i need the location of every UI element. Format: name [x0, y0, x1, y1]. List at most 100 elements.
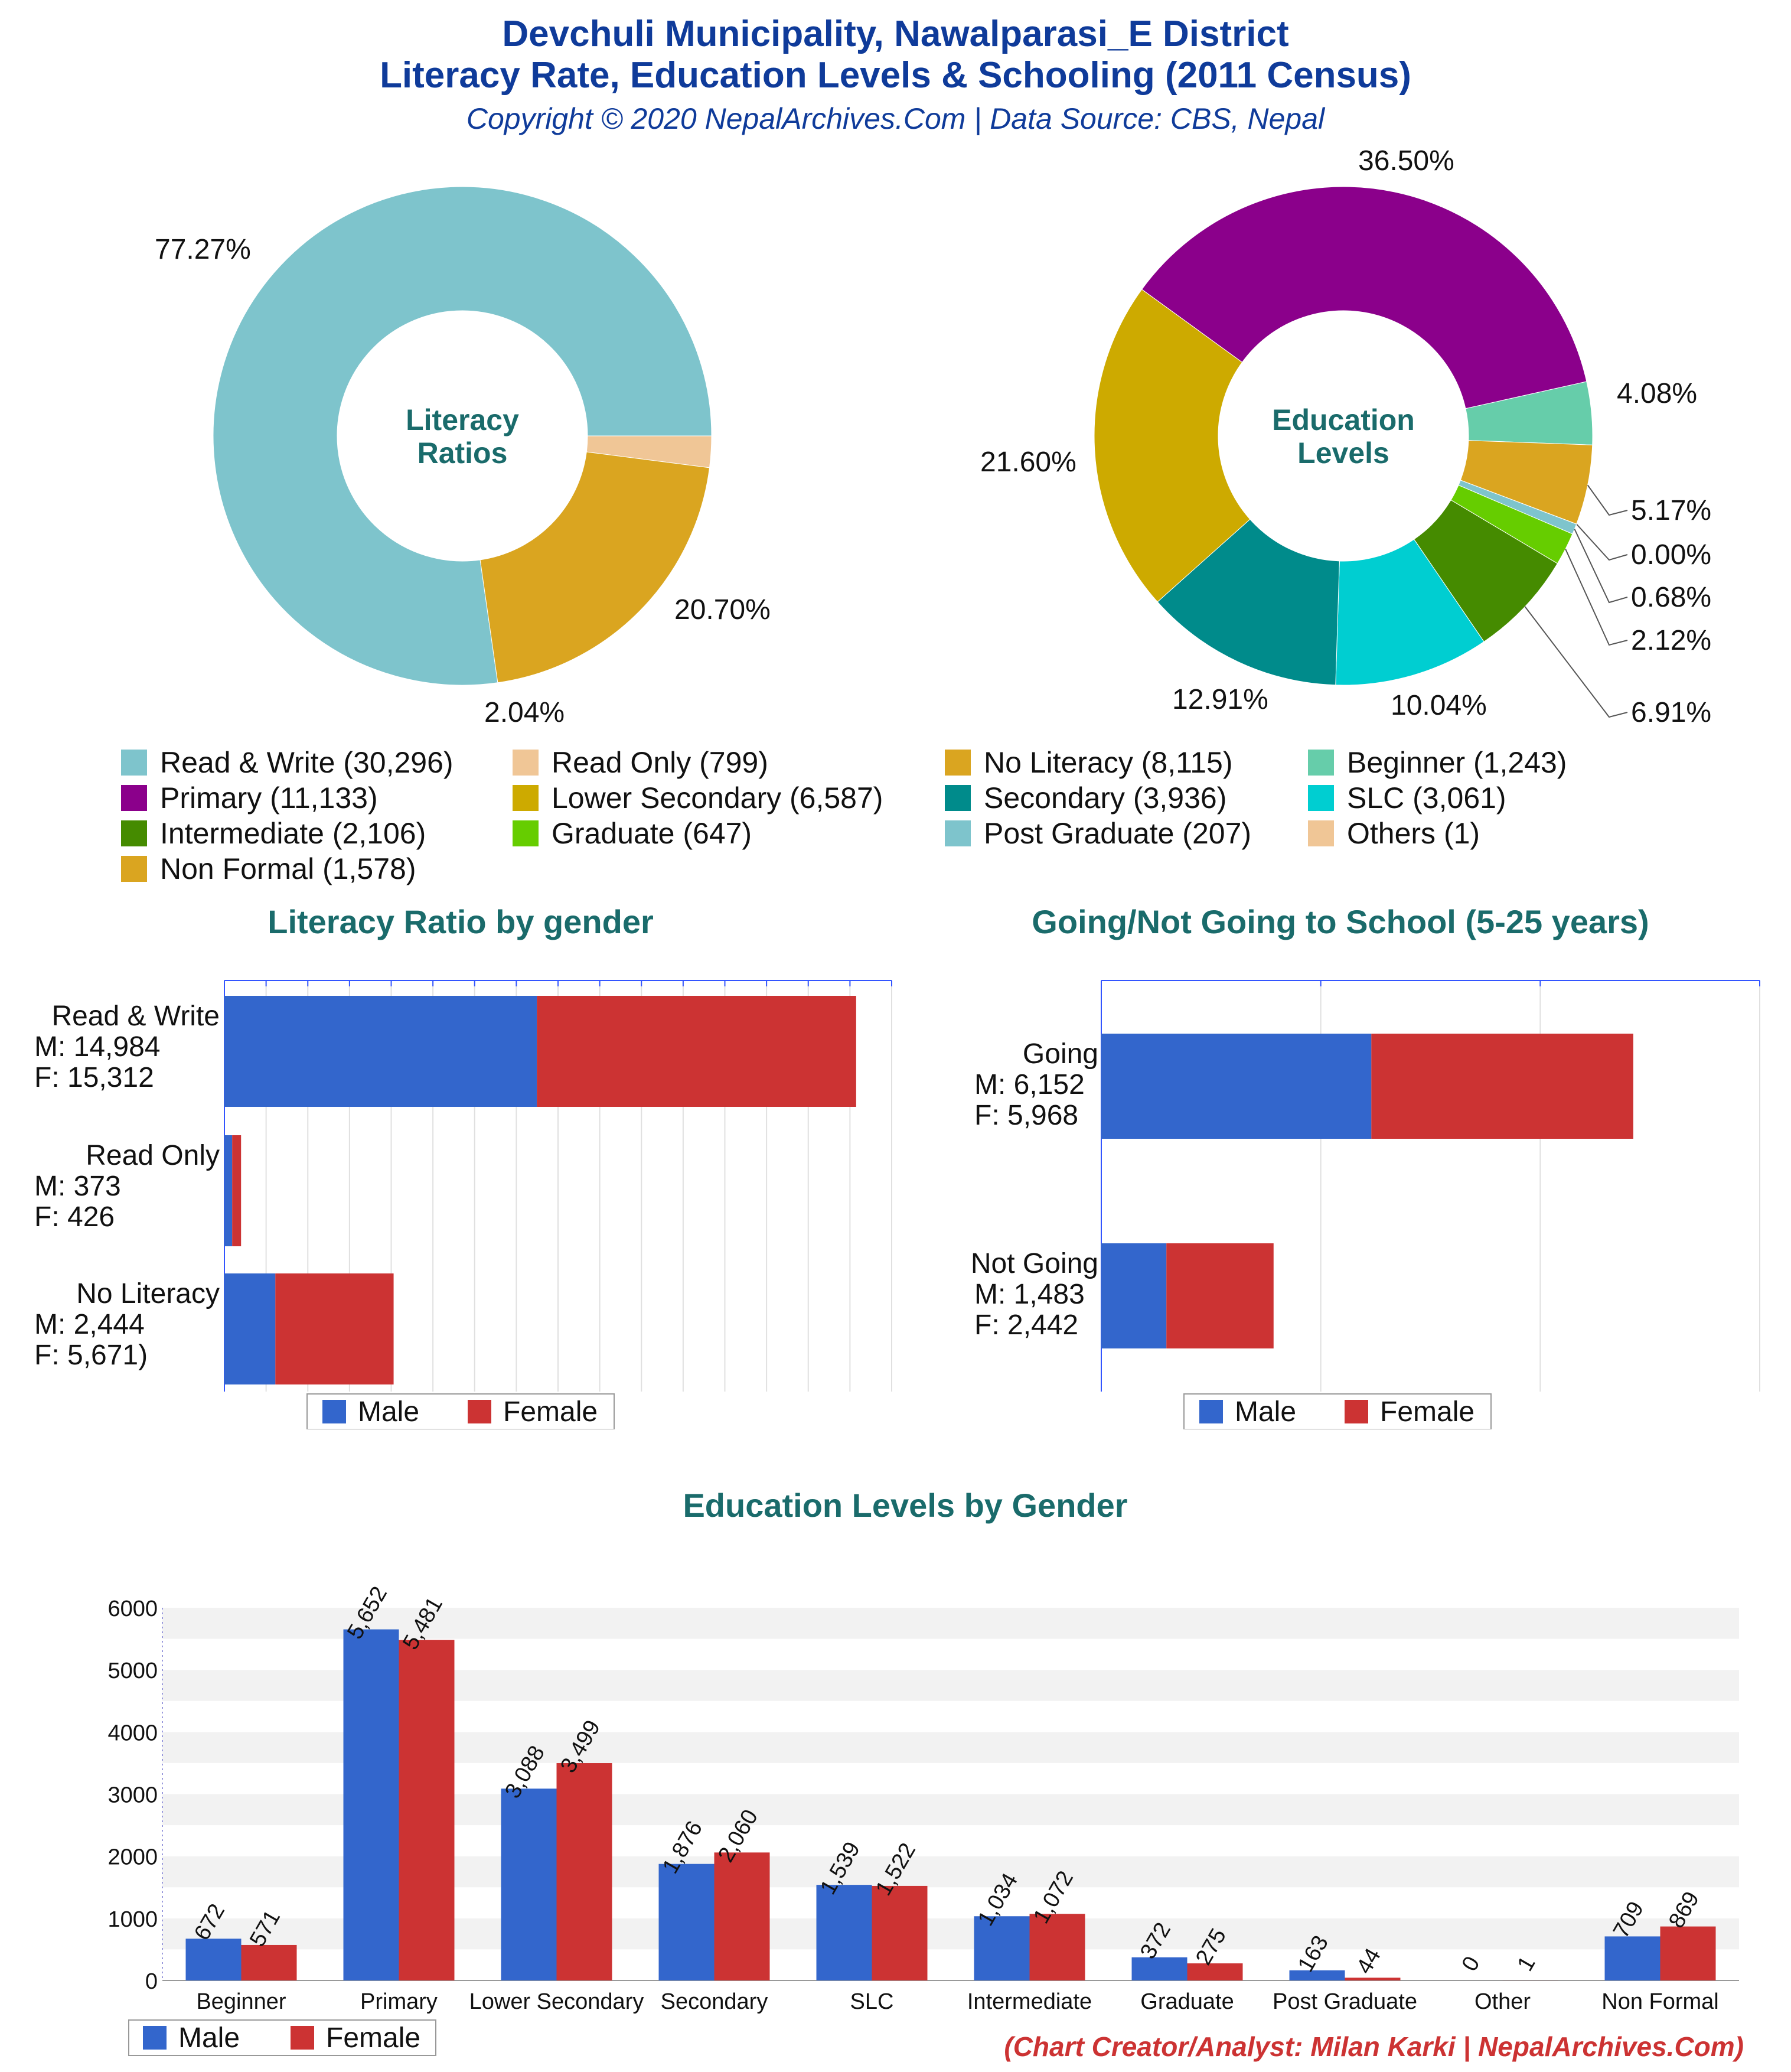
- legend-item-read-write: Read & Write (30,296): [121, 745, 454, 780]
- legend-label: Read & Write (30,296): [160, 746, 454, 779]
- school-bar-male-going: [1101, 1034, 1372, 1139]
- school-legend-female-label: Female: [1380, 1396, 1474, 1428]
- education-gender-bar-male-lower-secondary: [501, 1788, 557, 1980]
- legend-swatch: [1308, 750, 1334, 776]
- education-gender-bar-female-beginner: [241, 1944, 297, 1980]
- education-gender-category-label-non-formal: Non Formal: [1601, 1989, 1719, 2014]
- literacy-gender-category-label-no-literacy-0: No Literacy: [76, 1278, 220, 1309]
- legend-label: Post Graduate (207): [984, 817, 1252, 850]
- legend-item-secondary: Secondary (3,936): [945, 781, 1226, 815]
- education-gender-category-label-post-graduate: Post Graduate: [1273, 1989, 1417, 2014]
- school-category-label-not-going-0: Not Going: [971, 1248, 1098, 1279]
- literacy-gender-title: Literacy Ratio by gender: [267, 903, 654, 940]
- education-gender-bar-male-beginner: [185, 1939, 242, 1980]
- education-gender-y-tick-label: 5000: [107, 1659, 158, 1683]
- education-gender-bar-female-lower-secondary: [556, 1763, 612, 1980]
- education-gender-legend-female-label: Female: [326, 2022, 420, 2054]
- legend-swatch: [121, 785, 147, 811]
- education-gender-bar-male-primary: [343, 1629, 399, 1980]
- education-donut-percent-label-slc: 10.04%: [1391, 690, 1487, 721]
- education-gender-bar-male-graduate: [1131, 1957, 1188, 1980]
- education-donut-percent-label-beginner: 4.08%: [1617, 378, 1697, 409]
- education-gender-category-label-slc: SLC: [850, 1989, 894, 2014]
- legend-item-no-literacy: No Literacy (8,115): [945, 745, 1232, 780]
- education-donut-slice-lower-secondary: [1094, 289, 1251, 602]
- legend-label: Others (1): [1347, 817, 1480, 850]
- education-gender-bar-female-slc: [872, 1885, 928, 1980]
- education-donut-percent-label-secondary: 12.91%: [1172, 684, 1268, 715]
- legend-label: Non Formal (1,578): [160, 852, 416, 885]
- education-gender-category-label-other: Other: [1474, 1989, 1531, 2014]
- legend-label: Beginner (1,243): [1347, 746, 1567, 779]
- school-legend-female-swatch: [1345, 1400, 1368, 1423]
- education-gender-y-tick-label: 4000: [107, 1721, 158, 1745]
- education-gender-bar-male-non-formal: [1604, 1936, 1660, 1980]
- literacy-gender-category-label-no-literacy-1: M: 2,444: [34, 1309, 145, 1340]
- school-category-label-going-2: F: 5,968: [974, 1100, 1078, 1131]
- legend-label: Read Only (799): [552, 746, 768, 779]
- education-gender-y-tick-label: 2000: [107, 1845, 158, 1870]
- education-gender-y-tick-label: 1000: [107, 1907, 158, 1932]
- school-legend-male-swatch: [1199, 1400, 1223, 1423]
- literacy-donut-percent-label-no-literacy: 20.70%: [674, 594, 771, 625]
- education-donut-percent-label-post-graduate: 0.68%: [1631, 582, 1711, 613]
- legend-item-intermediate: Intermediate (2,106): [121, 816, 426, 851]
- education-gender-legend-box: [128, 2019, 436, 2056]
- legend-swatch: [513, 820, 539, 846]
- education-gender-bar-male-secondary: [658, 1864, 715, 1980]
- legend-label: No Literacy (8,115): [984, 746, 1233, 779]
- legend-item-beginner: Beginner (1,243): [1308, 745, 1567, 780]
- education-gender-category-label-primary: Primary: [360, 1989, 438, 2014]
- school-category-label-going-0: Going: [1023, 1038, 1098, 1070]
- legend-swatch: [121, 750, 147, 776]
- legend-label: SLC (3,061): [1347, 781, 1506, 815]
- education-gender-bar-female-intermediate: [1029, 1914, 1085, 1980]
- education-gender-legend-male-label: Male: [178, 2022, 240, 2054]
- education-gender-category-label-graduate: Graduate: [1140, 1989, 1234, 2014]
- education-gender-bar-male-slc: [816, 1885, 872, 1980]
- education-donut-percent-label-non-formal: 5.17%: [1631, 495, 1711, 526]
- education-gender-bar-male-intermediate: [974, 1916, 1030, 1980]
- literacy-donut-percent-label-read-write: 77.27%: [155, 234, 251, 265]
- literacy-gender-bar-male-read-write: [224, 996, 537, 1107]
- school-legend-male-label: Male: [1235, 1396, 1296, 1428]
- education-gender-bar-male-post-graduate: [1289, 1970, 1345, 1980]
- literacy-gender-bar-female-read-only: [232, 1135, 242, 1246]
- education-gender-legend-female-swatch: [291, 2026, 314, 2050]
- legend-swatch: [513, 750, 539, 776]
- literacy-gender-category-label-read-only-1: M: 373: [34, 1171, 121, 1202]
- legend-item-post-graduate: Post Graduate (207): [945, 816, 1251, 851]
- education-levels-by-gender-chart: Education Levels by Gender 0 1000 2000 3000 4…: [107, 1487, 1739, 2056]
- credit-text: (Chart Creator/Analyst: Milan Karki | Ne…: [1004, 2031, 1744, 2062]
- education-donut-leader-line-post-graduate: [1574, 529, 1628, 604]
- legend-label: Intermediate (2,106): [160, 817, 426, 850]
- education-gender-bar-female-non-formal: [1660, 1926, 1716, 1980]
- school-bar-female-not-going: [1166, 1243, 1274, 1348]
- education-gender-category-label-secondary: Secondary: [661, 1989, 768, 2014]
- legend-label: Secondary (3,936): [984, 781, 1227, 815]
- education-gender-y-tick-label: 6000: [107, 1597, 158, 1621]
- title-line-2: Literacy Rate, Education Levels & School…: [380, 55, 1411, 96]
- education-donut-percent-label-others: 0.00%: [1631, 539, 1711, 571]
- literacy-gender-category-label-read-write-0: Read & Write: [51, 1001, 220, 1032]
- education-donut-slice-secondary: [1157, 519, 1340, 686]
- education-gender-legend-male-swatch: [143, 2026, 167, 2050]
- legend-swatch: [1308, 785, 1334, 811]
- school-category-label-going-1: M: 6,152: [974, 1069, 1085, 1100]
- legend-label: Primary (11,133): [160, 781, 378, 815]
- legend-item-primary: Primary (11,133): [121, 781, 378, 815]
- literacy-gender-category-label-read-write-2: F: 15,312: [34, 1062, 154, 1093]
- school-legend-box: [1183, 1393, 1492, 1429]
- legend-swatch: [945, 820, 971, 846]
- legend-item-slc: SLC (3,061): [1308, 781, 1506, 815]
- literacy-gender-category-label-read-only-2: F: 426: [34, 1201, 115, 1233]
- literacy-gender-category-label-read-only-0: Read Only: [86, 1140, 220, 1171]
- education-donut-percent-label-primary: 36.50%: [1358, 145, 1454, 177]
- education-donut-leader-line-others: [1575, 523, 1628, 561]
- education-gender-title: Education Levels by Gender: [683, 1487, 1127, 1524]
- school-category-label-not-going-2: F: 2,442: [974, 1309, 1078, 1341]
- literacy-donut-center-label-1: Literacy: [406, 403, 519, 436]
- legend-item-graduate: Graduate (647): [513, 816, 752, 851]
- literacy-gender-legend-female-swatch: [468, 1400, 491, 1423]
